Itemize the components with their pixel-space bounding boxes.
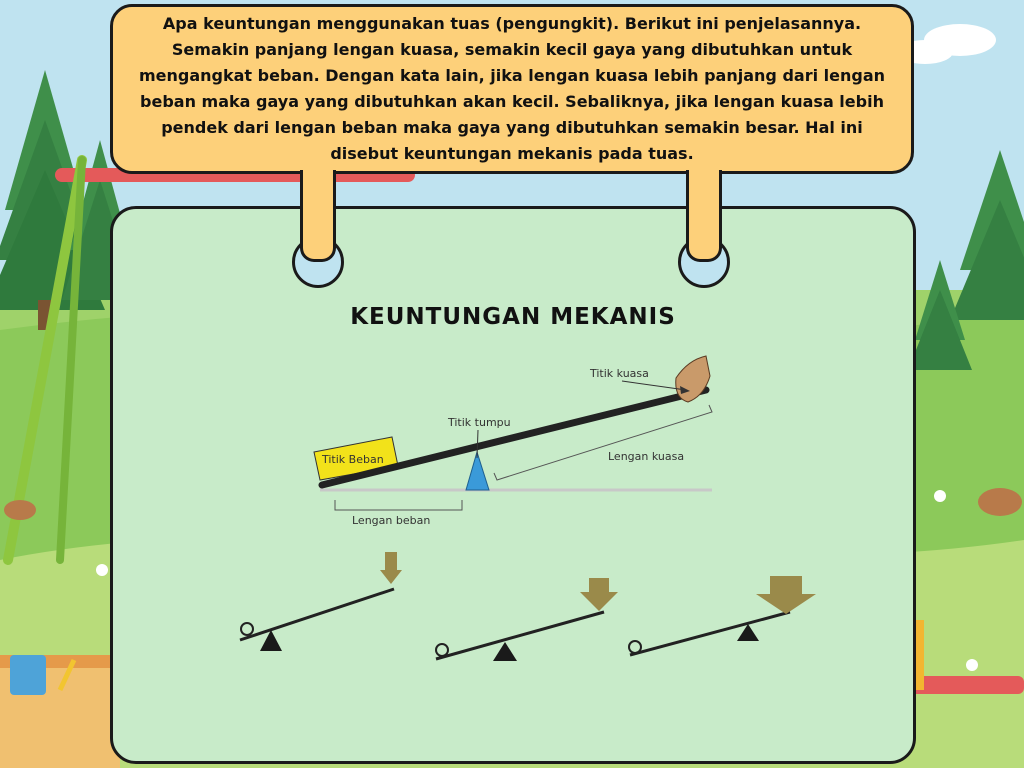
effort-pointer [621, 380, 687, 391]
small-lever-1 [239, 552, 402, 651]
effort-point-label: Titik kuasa [589, 367, 649, 380]
effort-arm-label: Lengan kuasa [608, 450, 684, 463]
fulcrum-triangle [465, 450, 490, 491]
effort-arm-bracket [493, 404, 713, 481]
hand-icon [675, 355, 711, 403]
small-lever-3-fulcrum [737, 624, 759, 641]
small-lever-2-fulcrum [493, 642, 517, 661]
small-lever-1-fulcrum [260, 630, 282, 651]
small-lever-1-force-arrow [380, 552, 402, 584]
effort-pointer-head [680, 386, 690, 394]
small-lever-3-force-arrow [756, 576, 816, 614]
load-point-label: Titik Beban [321, 453, 384, 466]
main-lever-bar [318, 386, 710, 489]
small-lever-2-load [435, 643, 449, 657]
hanging-strap-left [300, 170, 336, 262]
small-lever-2-force-arrow [580, 578, 618, 611]
explanation-text: Apa keuntungan menggunakan tuas (pengung… [138, 14, 885, 163]
diagram-title: KEUNTUNGAN MEKANIS [350, 304, 676, 330]
fulcrum-label: Titik tumpu [447, 416, 511, 429]
hanging-strap-right [686, 170, 722, 262]
small-lever-3 [628, 576, 816, 657]
load-arm-label: Lengan beban [352, 514, 430, 527]
small-lever-3-load [628, 640, 642, 654]
explanation-speech-bubble: Apa keuntungan menggunakan tuas (pengung… [110, 4, 914, 174]
fulcrum-pointer [476, 429, 479, 459]
load-arm-bracket [334, 500, 463, 511]
small-lever-2 [435, 578, 618, 661]
diagram-board [110, 206, 916, 764]
small-lever-1-load [240, 622, 254, 636]
